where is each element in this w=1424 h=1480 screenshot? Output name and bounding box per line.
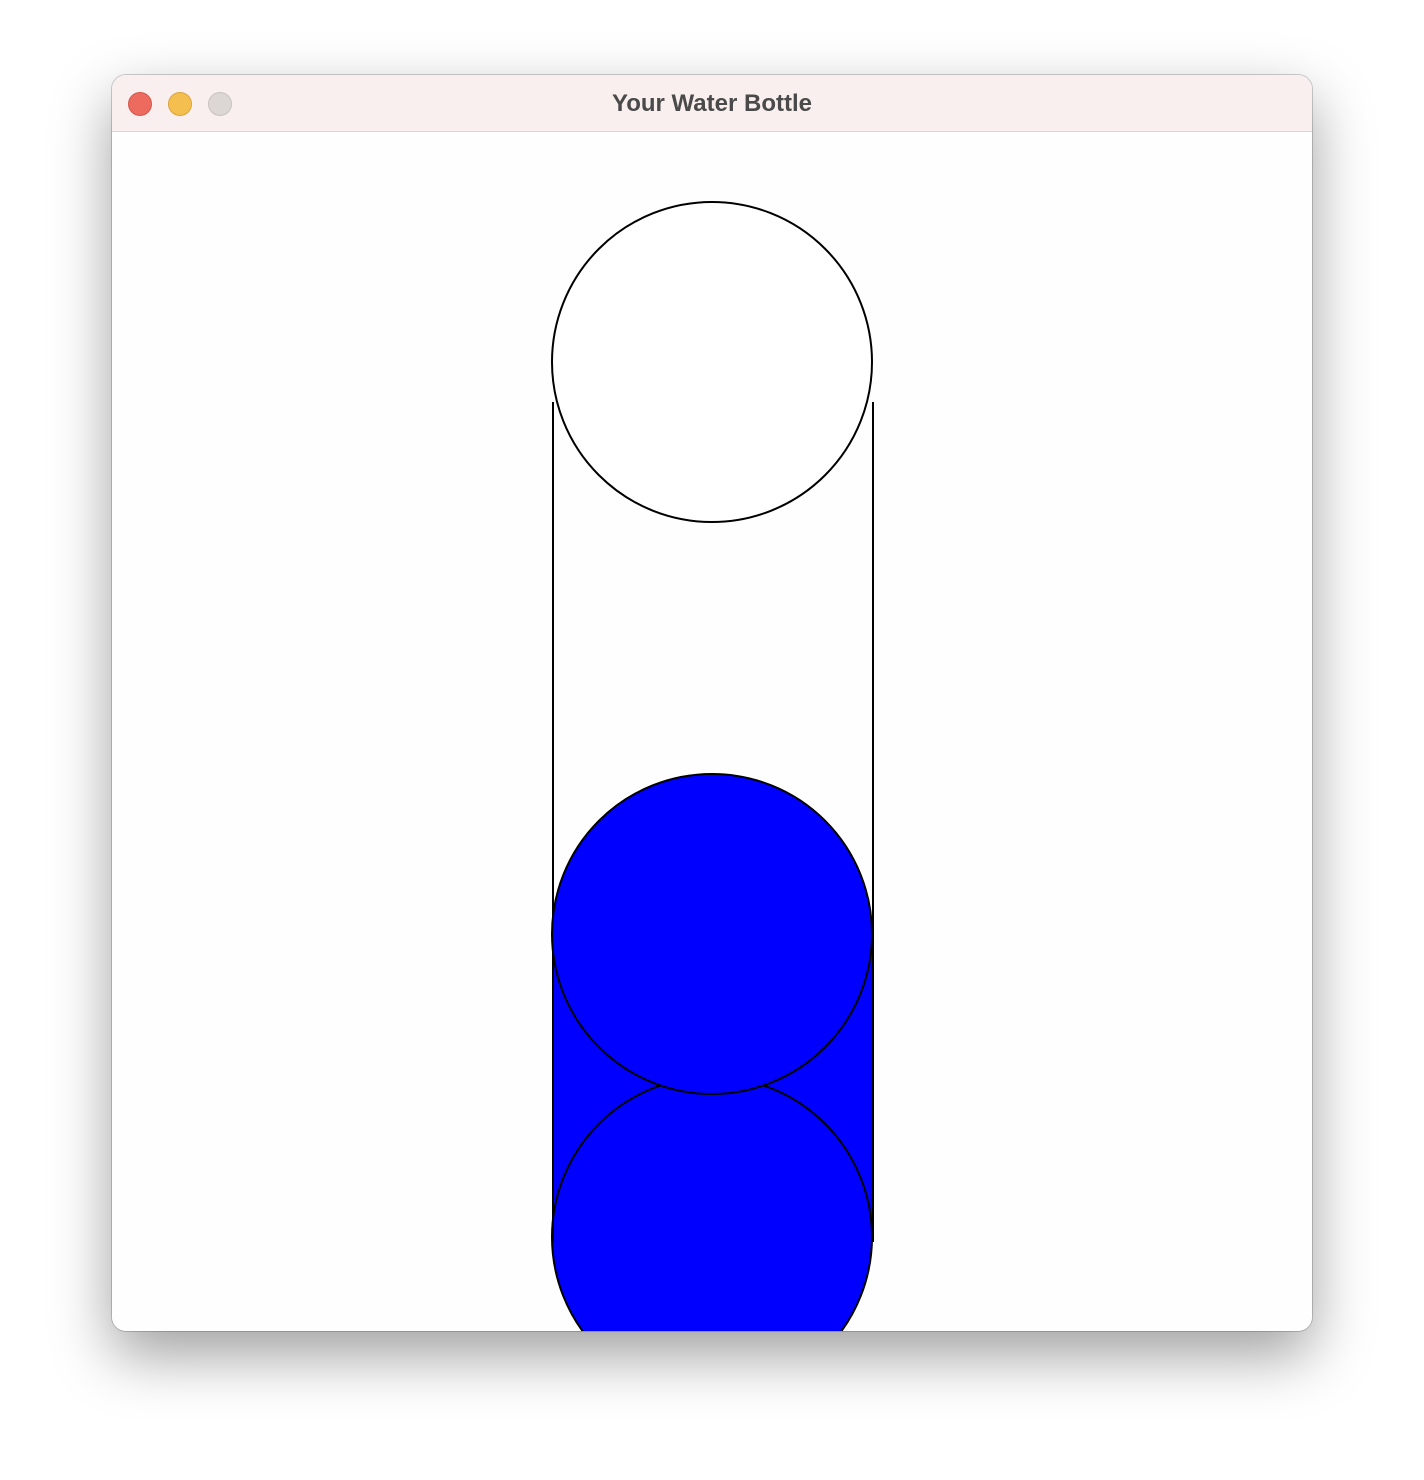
title-bar[interactable]: Your Water Bottle <box>112 75 1312 132</box>
window-title: Your Water Bottle <box>611 90 812 117</box>
bottle-top-ellipse <box>551 201 873 523</box>
minimize-icon[interactable] <box>168 92 192 116</box>
app-window: Your Water Bottle <box>112 75 1312 1331</box>
close-icon[interactable] <box>128 92 152 116</box>
water-fill <box>551 773 874 1331</box>
water-bottle-drawing <box>551 201 874 1331</box>
drawing-canvas <box>112 132 1312 1331</box>
water-surface-ellipse <box>551 773 873 1095</box>
zoom-icon <box>208 92 232 116</box>
